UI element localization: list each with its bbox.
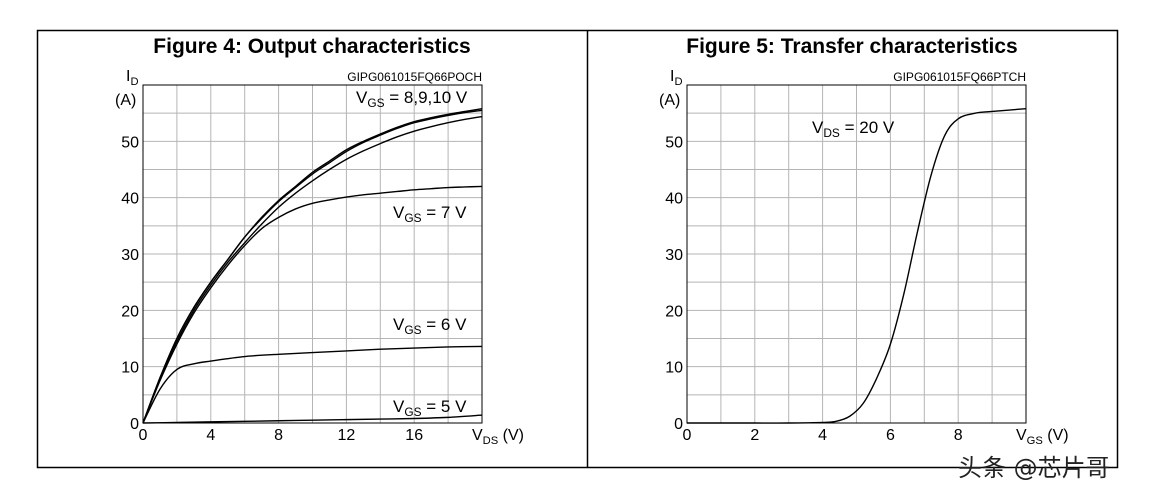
y-tick-label: 30 bbox=[665, 247, 683, 264]
x-tick-label: 6 bbox=[886, 427, 895, 444]
y-axis-unit: (A) bbox=[659, 92, 680, 109]
y-tick-label: 10 bbox=[121, 360, 139, 377]
x-tick-label: 16 bbox=[405, 427, 423, 444]
series-annotation: VGS = 7 V bbox=[393, 203, 467, 225]
x-axis-label: VDS (V) bbox=[472, 427, 524, 447]
plot-frame bbox=[142, 84, 483, 424]
chart-title: Figure 5: Transfer characteristics bbox=[686, 35, 1017, 58]
series-line-5 bbox=[142, 345, 483, 424]
y-tick-label: 50 bbox=[121, 134, 139, 151]
series-annotation: VGS = 5 V bbox=[393, 397, 467, 419]
grid bbox=[142, 84, 483, 424]
y-tick-label: 20 bbox=[665, 303, 683, 320]
y-tick-label: 40 bbox=[121, 191, 139, 208]
y-axis-label: ID bbox=[670, 68, 683, 88]
outer-border bbox=[36, 29, 1119, 469]
y-axis-label: ID bbox=[126, 68, 139, 88]
y-tick-label: 10 bbox=[665, 360, 683, 377]
series-line-3 bbox=[142, 115, 483, 424]
chart-1: Figure 4: Output characteristics GIPG0610… bbox=[115, 35, 524, 447]
series-line-2 bbox=[142, 109, 483, 424]
x-axis-label: VGS (V) bbox=[1016, 427, 1069, 447]
plot-frame bbox=[686, 84, 1027, 424]
y-tick-label: 40 bbox=[665, 191, 683, 208]
y-tick-label: 0 bbox=[130, 416, 139, 433]
chart-code: GIPG061015FQ66PTCH bbox=[893, 70, 1026, 84]
watermark: 头条 @芯片哥 bbox=[958, 454, 1110, 482]
series-line-4 bbox=[142, 185, 483, 424]
chart-2: Figure 5: Transfer characteristics GIPG06… bbox=[659, 35, 1069, 447]
chart-code: GIPG061015FQ66POCH bbox=[347, 70, 482, 84]
y-tick-label: 20 bbox=[121, 303, 139, 320]
series-annotation: VGS = 6 V bbox=[393, 315, 467, 337]
x-tick-label: 0 bbox=[139, 427, 148, 444]
series-line-1 bbox=[687, 107, 1027, 424]
series-line-6 bbox=[142, 414, 483, 424]
y-tick-label: 0 bbox=[674, 416, 683, 433]
x-tick-label: 8 bbox=[954, 427, 963, 444]
y-axis-unit: (A) bbox=[115, 92, 136, 109]
x-tick-label: 12 bbox=[338, 427, 356, 444]
x-tick-label: 2 bbox=[750, 427, 759, 444]
chart-title: Figure 4: Output characteristics bbox=[153, 35, 470, 58]
y-tick-label: 50 bbox=[665, 134, 683, 151]
x-tick-label: 4 bbox=[818, 427, 827, 444]
series-annotation: VGS = 8,9,10 V bbox=[356, 88, 468, 110]
x-tick-label: 0 bbox=[683, 427, 692, 444]
x-tick-label: 4 bbox=[206, 427, 215, 444]
series-annotation: VDS = 20 V bbox=[812, 118, 895, 140]
y-tick-label: 30 bbox=[121, 247, 139, 264]
x-tick-label: 8 bbox=[274, 427, 283, 444]
